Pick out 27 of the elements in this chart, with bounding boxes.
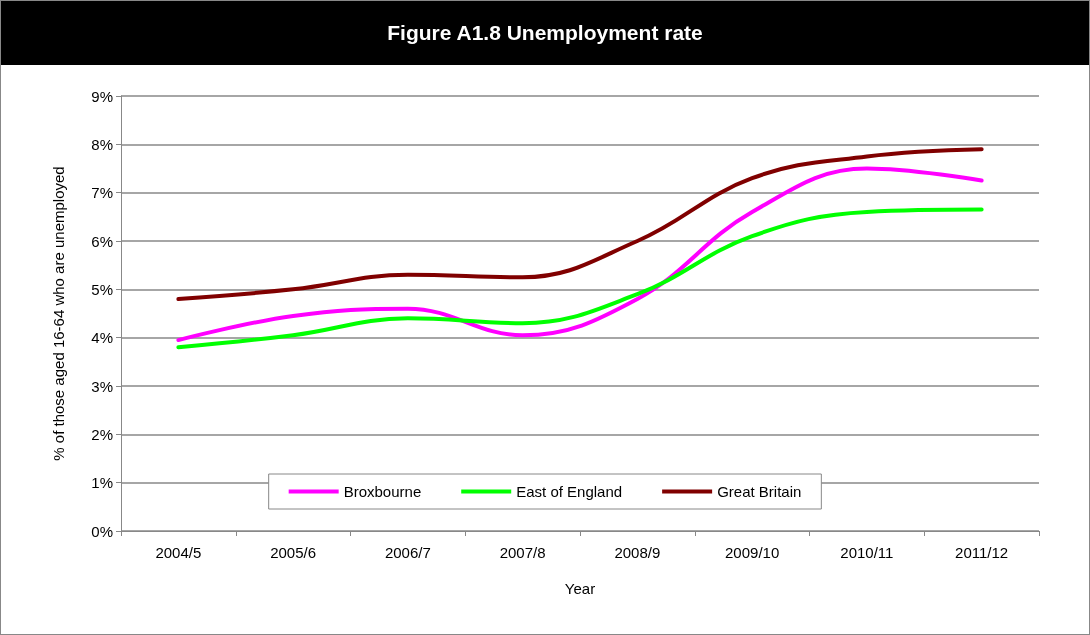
x-tick-label: 2010/11: [840, 544, 894, 561]
y-tick-label: 0%: [91, 522, 113, 540]
x-tick-label: 2007/8: [499, 544, 546, 561]
y-tick-label: 7%: [91, 184, 113, 202]
x-axis-title: Year: [564, 580, 596, 597]
line-series: [176, 207, 984, 350]
x-tick-label: 2006/7: [384, 544, 431, 561]
x-tick-label: 2011/12: [955, 544, 1009, 561]
y-tick-label: 1%: [91, 474, 113, 492]
x-tick-label: 2004/5: [155, 544, 202, 561]
legend-label: Great Britain: [717, 483, 802, 500]
y-tick-label: 2%: [91, 425, 113, 443]
y-tick-label: 9%: [91, 87, 113, 105]
legend-label: Broxbourne: [343, 483, 422, 500]
x-tick-label: 2008/9: [614, 544, 661, 561]
y-tick-label: 3%: [91, 377, 113, 395]
y-axis-title: % of those aged 16-64 who are unemployed: [50, 166, 67, 461]
legend-label: East of England: [516, 483, 623, 500]
x-tick-label: 2009/10: [725, 544, 780, 561]
y-tick-label: 5%: [91, 280, 113, 298]
line-series: [176, 166, 984, 343]
line-series: [176, 147, 984, 301]
y-tick-label: 8%: [91, 135, 113, 153]
y-tick-label: 6%: [91, 232, 113, 250]
x-tick-label: 2005/6: [270, 544, 317, 561]
y-tick-label: 4%: [91, 329, 113, 347]
chart-title: Figure A1.8 Unemployment rate: [1, 1, 1089, 65]
